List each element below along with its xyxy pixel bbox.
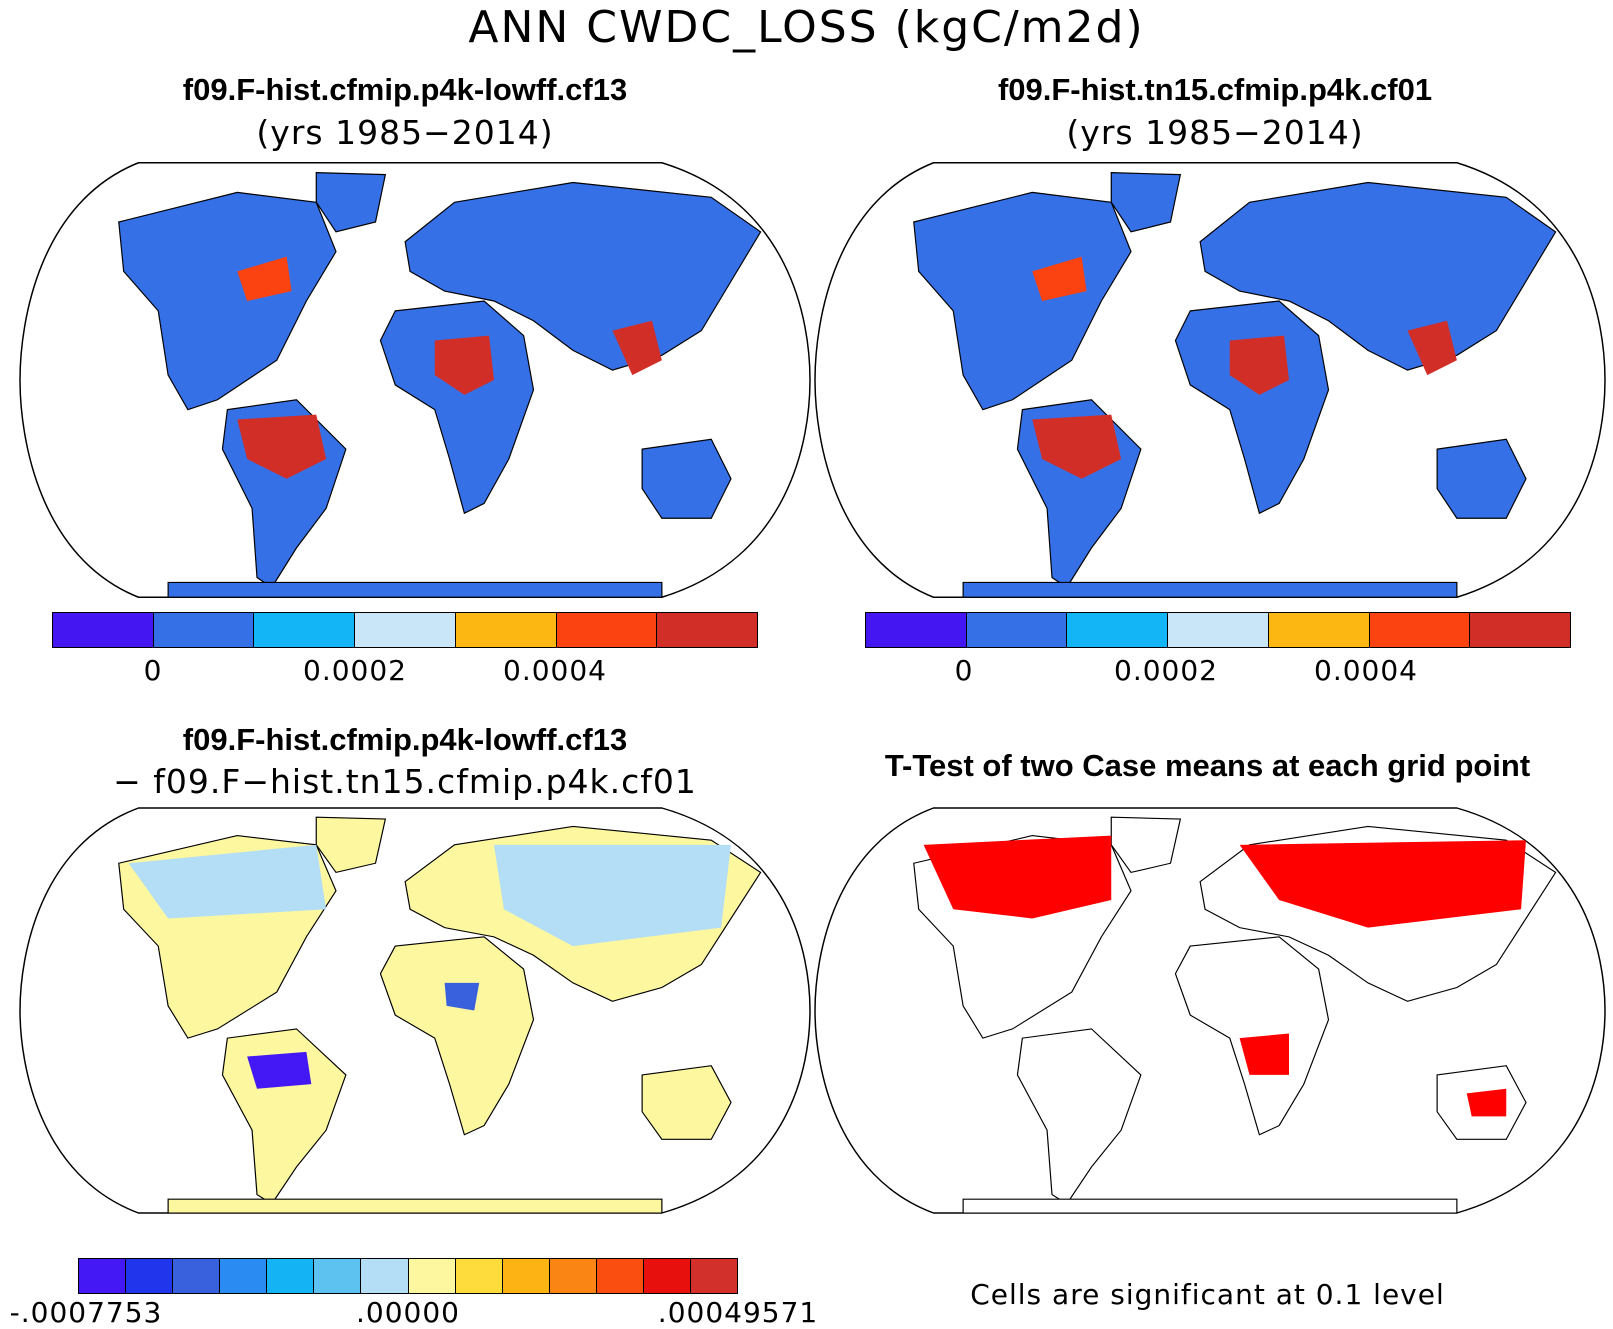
colorbar-swatch (1067, 613, 1169, 647)
amazon-hotspot (1032, 414, 1122, 479)
colorbar-swatch (361, 1259, 409, 1293)
case2-title: f09.F-hist.tn15.cfmip.p4k.cf01 (997, 72, 1433, 107)
case1-tick-1: 0.0002 (303, 654, 407, 687)
case2-map (814, 162, 1606, 598)
congo-negative (444, 982, 480, 1011)
colorbar-swatch (556, 613, 658, 647)
colorbar-swatch (126, 1259, 174, 1293)
diff-tick-1: .00000 (356, 1296, 460, 1329)
case1-map (19, 162, 811, 598)
colorbar-swatch (502, 1259, 550, 1293)
colorbar-swatch (657, 613, 758, 647)
case2-subtitle: (yrs 1985−2014) (1066, 113, 1364, 152)
case2-tick-1: 0.0002 (1114, 654, 1218, 687)
colorbar-swatch (455, 613, 557, 647)
colorbar-swatch (408, 1259, 456, 1293)
colorbar-swatch (1268, 613, 1370, 647)
ttest-note: Cells are significant at 0.1 level (970, 1278, 1445, 1311)
colorbar-swatch (220, 1259, 268, 1293)
colorbar-swatch (254, 613, 356, 647)
case2-colorbar (865, 612, 1571, 648)
significant-north-america (923, 835, 1112, 919)
case2-tick-0: 0 (954, 654, 974, 687)
colorbar-swatch (455, 1259, 503, 1293)
diff-title: f09.F-hist.cfmip.p4k-lowff.cf13 (182, 722, 628, 757)
diff-tick-2: .00049571 (657, 1296, 819, 1329)
colorbar-swatch (1470, 613, 1571, 647)
colorbar-swatch (966, 613, 1068, 647)
colorbar-swatch (1369, 613, 1471, 647)
colorbar-swatch (153, 613, 255, 647)
significant-eurasia (1239, 840, 1526, 928)
diff-tick-0: -.0007753 (9, 1296, 163, 1329)
southeast-asia-hotspot (1407, 320, 1457, 376)
colorbar-swatch (596, 1259, 644, 1293)
colorbar-swatch (355, 613, 456, 647)
case1-tick-2: 0.0004 (503, 654, 607, 687)
colorbar-swatch (267, 1259, 315, 1293)
colorbar-swatch (79, 1259, 127, 1293)
colorbar-swatch (314, 1259, 362, 1293)
siberia-cool-band (494, 844, 731, 947)
case1-colorbar (52, 612, 758, 648)
significant-africa (1239, 1033, 1289, 1075)
case1-tick-0: 0 (143, 654, 163, 687)
amazon-hotspot (237, 414, 327, 479)
ttest-title: T-Test of two Case means at each grid po… (884, 748, 1531, 783)
colorbar-swatch (866, 613, 967, 647)
significant-australia (1466, 1088, 1507, 1117)
colorbar-swatch (53, 613, 154, 647)
congo-hotspot (1229, 335, 1289, 395)
case1-title: f09.F-hist.cfmip.p4k-lowff.cf13 (182, 72, 628, 107)
diff-subtitle: − f09.F−hist.tn15.cfmip.p4k.cf01 (113, 762, 697, 801)
colorbar-swatch (173, 1259, 221, 1293)
us-east-hotspot (1032, 256, 1087, 301)
colorbar-swatch (643, 1259, 692, 1293)
colorbar-swatch (691, 1259, 738, 1293)
us-east-hotspot (237, 256, 292, 301)
ttest-map (814, 807, 1606, 1214)
diff-colorbar (78, 1258, 738, 1294)
southeast-asia-hotspot (612, 320, 662, 376)
case2-tick-2: 0.0004 (1314, 654, 1418, 687)
colorbar-swatch (549, 1259, 597, 1293)
case1-subtitle: (yrs 1985−2014) (256, 113, 554, 152)
north-cool-band (128, 844, 327, 919)
figure-title: ANN CWDC_LOSS (kgC/m2d) (468, 2, 1145, 53)
diff-map (19, 807, 811, 1214)
amazon-negative (247, 1051, 312, 1089)
colorbar-swatch (1168, 613, 1269, 647)
congo-hotspot (434, 335, 494, 395)
